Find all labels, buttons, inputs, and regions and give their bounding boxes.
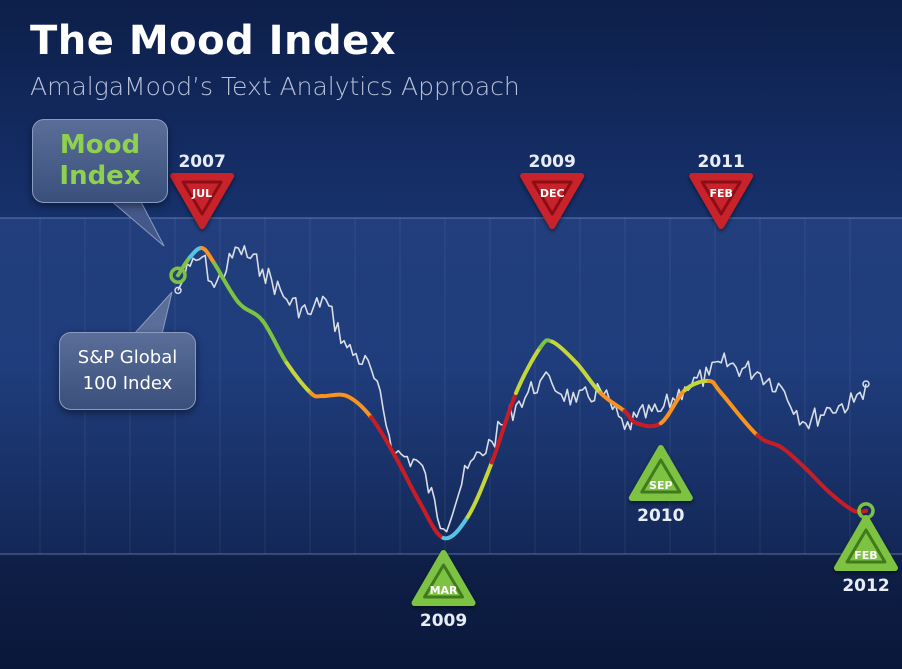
mood-index-line-segment [236,300,265,323]
peak-marker: JUL [170,173,235,229]
mood-index-line-segment [574,360,603,395]
peak-month-label: FEB [709,187,732,200]
sp-callout-line2: 100 Index [82,373,173,394]
mood-index-line-segment [755,433,784,450]
trough-year-label: 2009 [420,611,467,631]
trough-year-label: 2010 [637,506,684,526]
mood-index-line-segment [465,460,494,519]
trough-marker: FEB [834,515,898,571]
trough-month-label: MAR [430,584,458,597]
mood-index-line-segment [598,391,627,414]
peak-marker: FEB [689,173,754,229]
trough-month-label: FEB [854,549,877,562]
mood-index-line-segment [658,388,687,426]
mood-index-line-segment [345,394,374,420]
mood-index-callout: Mood Index [32,119,168,203]
trough-month-label: SEP [649,479,673,492]
sp-end-point [862,380,870,388]
mood-callout-line1: Mood [59,130,141,160]
mood-index-line-segment [634,421,663,429]
sp-start-point [174,286,182,295]
mood-index-line-segment [284,360,313,395]
mood-start-point [169,266,187,285]
chart-subtitle: AmalgaMood’s Text Analytics Approach [30,72,520,101]
mood-index-line-segment [260,318,289,365]
mood-index-line-segment [369,415,398,459]
mood-index-line-segment [393,454,422,504]
mood-index-line-segment [707,379,724,395]
mood-index-line-segment [441,514,470,541]
chart-title: The Mood Index [30,18,397,64]
mood-index-line-segment [212,261,241,305]
trough-year-label: 2012 [842,576,889,596]
mood-index-line-segment [550,339,579,365]
mood-index-line-segment [779,445,808,471]
trough-marker: SEP [628,445,693,501]
mood-callout-line2: Index [59,161,141,191]
mood-index-line-segment [320,392,349,399]
mood-index-line-segment [803,466,832,495]
peak-marker: DEC [520,173,585,229]
peak-year-label: 2011 [697,152,744,172]
peak-year-label: 2009 [529,152,576,172]
mood-index-line-segment [719,391,760,438]
sp-index-line [177,245,867,533]
mood-index-line-segment [200,246,217,266]
mood-index-line-segment [851,508,868,515]
peak-year-label: 2007 [178,152,225,172]
sp-index-callout: S&P Global 100 Index [59,332,196,410]
mood-index-line-segment [489,391,518,465]
sp-callout-line1: S&P Global [77,347,178,368]
mood-index-line-segment [514,345,543,395]
peak-month-label: DEC [540,187,565,200]
trough-marker: MAR [411,550,476,606]
mood-index-line-segment [417,499,446,540]
peak-month-label: JUL [191,187,212,200]
